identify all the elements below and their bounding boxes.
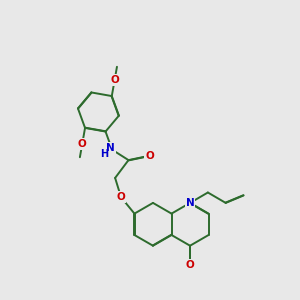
Text: O: O	[117, 192, 125, 202]
Text: H: H	[100, 149, 108, 159]
Text: O: O	[146, 151, 154, 160]
Text: O: O	[186, 260, 194, 270]
Text: O: O	[110, 75, 119, 85]
Text: N: N	[186, 198, 194, 208]
Text: O: O	[78, 139, 87, 149]
Text: N: N	[106, 143, 115, 153]
